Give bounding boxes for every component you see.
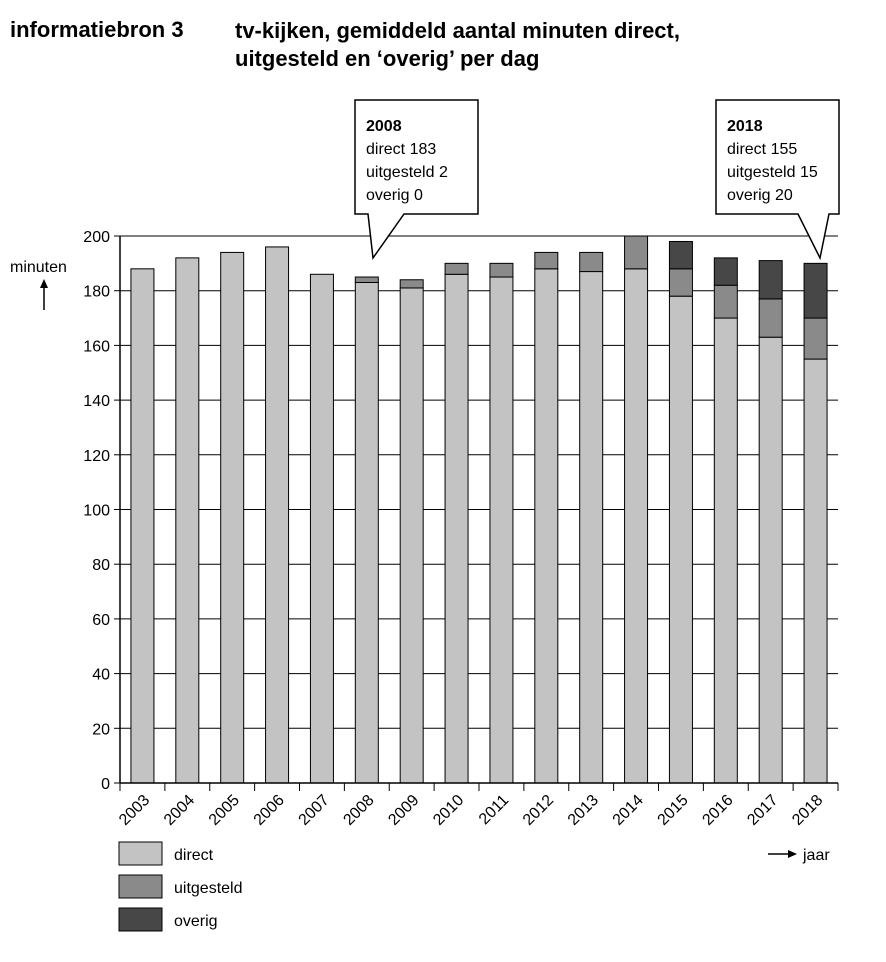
callout-2018-line-3: overig 20 — [727, 187, 793, 204]
x-tick-label-2010: 2010 — [430, 792, 467, 829]
x-tick-label-2006: 2006 — [251, 792, 288, 829]
legend-label-uitgesteld: uitgesteld — [174, 880, 243, 897]
x-tick-label-2012: 2012 — [520, 792, 557, 829]
bar-direct-2007 — [309, 273, 334, 784]
callout-2018: 2018 direct 155 uitgesteld 15 overig 20 — [715, 99, 840, 261]
x-tick-label-2018: 2018 — [789, 792, 826, 829]
bar-uitgesteld-2010 — [444, 262, 469, 275]
chart-title-line-1: tv-kijken, gemiddeld aantal minuten dire… — [235, 18, 680, 43]
bar-uitgesteld-2015 — [668, 268, 693, 297]
y-tick-label-60: 60 — [92, 612, 110, 629]
x-tick-label-2011: 2011 — [476, 792, 512, 828]
bar-direct-2011 — [489, 276, 514, 784]
bar-uitgesteld-2012 — [534, 251, 559, 270]
bar-uitgesteld-2009 — [399, 279, 424, 289]
y-tick-label-120: 120 — [83, 448, 110, 465]
y-tick-label-80: 80 — [92, 557, 110, 574]
bar-direct-2006 — [265, 246, 290, 784]
y-tick-label-0: 0 — [101, 776, 110, 793]
legend-swatch-uitgesteld — [118, 874, 163, 899]
bar-uitgesteld-2011 — [489, 262, 514, 278]
bar-direct-2004 — [175, 257, 200, 784]
chart-title-line-2: uitgesteld en ‘overig’ per dag — [235, 46, 540, 71]
y-tick-label-160: 160 — [83, 338, 110, 355]
bar-direct-2016 — [713, 317, 738, 784]
axes — [114, 235, 839, 791]
y-tick-label-40: 40 — [92, 667, 110, 684]
x-tick-label-2005: 2005 — [206, 792, 243, 829]
bar-uitgesteld-2017 — [758, 298, 783, 338]
callout-2018-line-0: 2018 — [727, 118, 763, 135]
x-tick-label-2008: 2008 — [340, 792, 377, 829]
chart-title: tv-kijken, gemiddeld aantal minuten dire… — [235, 17, 680, 73]
bar-direct-2017 — [758, 336, 783, 784]
x-tick-label-2017: 2017 — [744, 792, 781, 829]
y-tick-label-180: 180 — [83, 284, 110, 301]
y-tick-label-140: 140 — [83, 393, 110, 410]
bar-uitgesteld-2013 — [579, 251, 604, 273]
axis-labels: minuten jaar — [10, 259, 830, 864]
bar-overig-2016 — [713, 257, 738, 286]
x-tick-label-2007: 2007 — [296, 792, 333, 829]
y-tick-label-100: 100 — [83, 503, 110, 520]
callout-2018-line-2: uitgesteld 15 — [727, 164, 818, 181]
bar-direct-2005 — [220, 251, 245, 784]
header: informatiebron 3 tv-kijken, gemiddeld aa… — [0, 0, 886, 80]
bar-direct-2009 — [399, 287, 424, 784]
bar-direct-2003 — [130, 268, 155, 784]
legend-swatch-direct — [118, 841, 163, 866]
bar-overig-2017 — [758, 260, 783, 300]
bar-direct-2012 — [534, 268, 559, 784]
y-tick-labels: 0 20 40 60 80 100 120 140 160 180 200 — [83, 229, 110, 793]
y-tick-label-200: 200 — [83, 229, 110, 246]
bar-uitgesteld-2014 — [624, 235, 649, 270]
bar-direct-2010 — [444, 273, 469, 784]
y-axis-label: minuten — [10, 259, 67, 276]
bar-uitgesteld-2018 — [803, 317, 828, 360]
x-tick-label-2004: 2004 — [161, 792, 198, 829]
callout-box-2008 — [354, 99, 479, 261]
x-tick-label-2016: 2016 — [699, 792, 736, 829]
callout-2008-line-1: direct 183 — [366, 141, 436, 158]
bar-direct-2014 — [624, 268, 649, 784]
x-tick-label-2003: 2003 — [116, 792, 153, 829]
bar-uitgesteld-2016 — [713, 284, 738, 319]
x-axis-label: jaar — [802, 847, 830, 864]
callout-box-2018 — [715, 99, 840, 261]
callout-2008-line-3: overig 0 — [366, 187, 423, 204]
x-tick-label-2015: 2015 — [655, 792, 692, 829]
bar-direct-2015 — [668, 295, 693, 784]
callout-2018-line-1: direct 155 — [727, 141, 797, 158]
callout-2008-line-0: 2008 — [366, 118, 402, 135]
x-tick-label-2013: 2013 — [565, 792, 602, 829]
callout-2008-line-2: uitgesteld 2 — [366, 164, 448, 181]
x-tick-labels: 2003 2004 2005 2006 2007 2008 2009 2010 2011 2012… — [116, 792, 826, 829]
y-axis-arrow-head — [40, 279, 48, 288]
callout-2008: 2008 direct 183 uitgesteld 2 overig 0 — [354, 99, 479, 261]
x-tick-label-2009: 2009 — [385, 792, 422, 829]
y-tick-label-20: 20 — [92, 721, 110, 738]
bar-overig-2015 — [668, 240, 693, 270]
bar-direct-2008 — [354, 281, 379, 784]
bar-direct-2018 — [803, 358, 828, 784]
legend: direct uitgesteld overig — [118, 841, 243, 932]
bar-direct-2013 — [579, 271, 604, 784]
legend-swatch-overig — [118, 907, 163, 932]
legend-label-overig: overig — [174, 913, 218, 930]
callouts: 2008 direct 183 uitgesteld 2 overig 0 2018 di… — [354, 99, 840, 261]
x-tick-label-2014: 2014 — [610, 792, 647, 829]
source-label: informatiebron 3 — [10, 17, 184, 42]
bar-uitgesteld-2008 — [354, 276, 379, 283]
x-axis-arrow-head — [788, 850, 797, 858]
bars — [130, 235, 828, 784]
bar-overig-2018 — [803, 262, 828, 319]
legend-label-direct: direct — [174, 847, 214, 864]
